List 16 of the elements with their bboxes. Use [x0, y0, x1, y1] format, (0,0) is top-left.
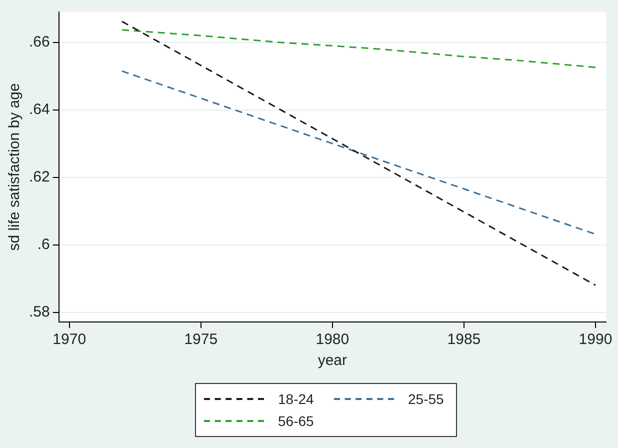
legend-label: 56-65: [278, 413, 314, 429]
x-tick-label: 1990: [578, 331, 612, 348]
x-axis-title: year: [318, 352, 348, 370]
x-tick-label: 1975: [184, 331, 218, 348]
x-tick-label: 1985: [447, 331, 481, 348]
legend-label: 25-55: [408, 391, 444, 407]
line-series: [121, 29, 596, 68]
y-tick-label: .64: [28, 101, 50, 118]
y-tick-label: .66: [28, 34, 50, 51]
legend-label: 18-24: [278, 391, 314, 407]
y-tick-label: .62: [28, 168, 50, 186]
x-tick-label: 1980: [316, 331, 350, 348]
y-tick-label: .58: [28, 304, 50, 321]
x-tick-label: 1970: [52, 331, 86, 348]
y-tick-label: .6: [37, 236, 50, 254]
y-axis-title: sd life satisfaction by age: [6, 83, 24, 251]
